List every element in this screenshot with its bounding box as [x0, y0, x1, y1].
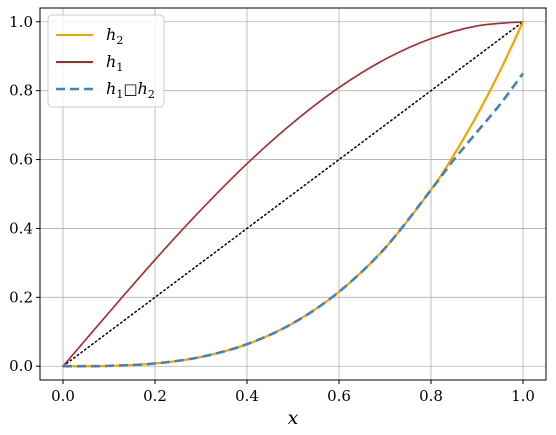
x-tick-label: 0.0 — [51, 387, 75, 405]
series-line-2 — [62, 72, 525, 368]
x-tick-label: 0.4 — [235, 387, 259, 405]
x-tick-label: 0.6 — [327, 387, 351, 405]
x-tick-label: 1.0 — [511, 387, 535, 405]
y-tick-label: 0.6 — [9, 151, 33, 169]
legend-label-part: □ — [123, 80, 137, 98]
series-line-3 — [62, 21, 524, 367]
legend-label-part: h — [106, 52, 116, 71]
legend-label-part: h — [138, 79, 148, 98]
legend-label-part: 1 — [116, 88, 123, 101]
y-tick-label: 0.8 — [9, 82, 33, 100]
legend-label-part: 2 — [148, 88, 155, 101]
plot-frame — [39, 7, 547, 381]
x-tick-label: 0.2 — [143, 387, 167, 405]
legend-label-part: 1 — [116, 61, 123, 74]
legend-label: h2 — [106, 25, 123, 47]
y-tick-label: 0.2 — [9, 288, 33, 306]
legend-label-part: h — [106, 79, 116, 98]
series-line-1 — [62, 20, 524, 367]
legend-label-part: 2 — [116, 34, 123, 47]
y-tick-label: 0.4 — [9, 219, 33, 237]
legend-box — [47, 14, 165, 108]
y-tick-label: 1.0 — [9, 13, 33, 31]
x-tick-label: 0.8 — [419, 387, 443, 405]
series-layer — [62, 20, 525, 368]
ticks: 0.0 0.2 0.4 0.6 0.8 1.0 0.0 0.2 0.4 0.6 0.8 1.0 — [9, 13, 535, 405]
legend-label-part: h — [106, 25, 116, 44]
x-axis-label: x — [288, 407, 299, 429]
legend-label: h1□h2 — [106, 79, 155, 101]
legend-label: h1 — [106, 52, 123, 74]
y-tick-label: 0.0 — [9, 357, 33, 375]
